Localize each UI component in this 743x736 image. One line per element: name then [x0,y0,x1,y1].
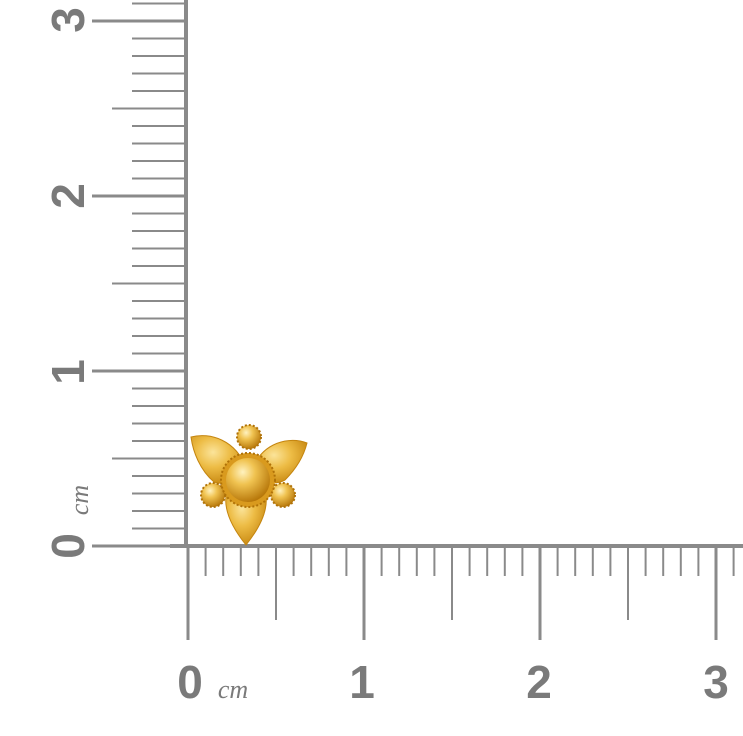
x-label-0: 0 [177,656,203,708]
earring-center-dome [226,458,270,502]
earring-bead-right [270,482,296,508]
x-ruler-ticks [186,548,735,640]
y-label-0: 0 [42,533,94,559]
y-ruler-ticks [92,2,184,548]
y-unit-label: cm [65,485,94,515]
y-label-3: 3 [42,7,94,33]
x-unit-label: cm [218,675,248,704]
y-label-1: 1 [42,359,94,385]
gold-flower-earring-icon [190,424,308,546]
y-label-2: 2 [42,183,94,209]
earring-bead-top [236,424,262,450]
x-label-3: 3 [703,656,729,708]
x-label-2: 2 [526,656,552,708]
x-label-1: 1 [349,656,375,708]
